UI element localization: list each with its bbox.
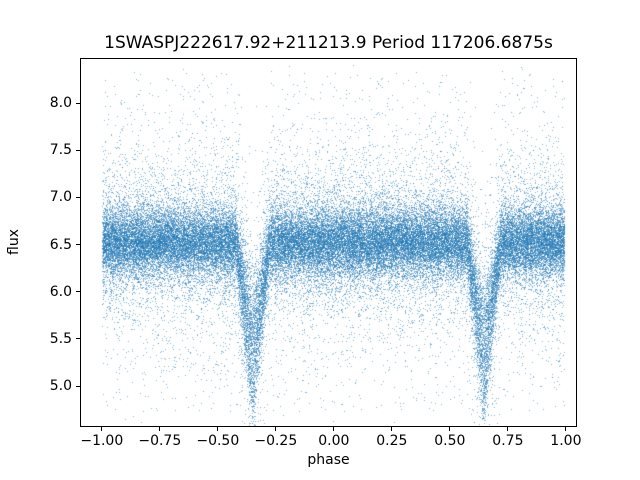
y-tick-mark (76, 291, 80, 293)
scatter-points-canvas (81, 59, 576, 426)
plot-title: 1SWASPJ222617.92+211213.9 Period 117206.… (104, 33, 553, 53)
y-tick-mark (76, 149, 80, 151)
x-tick-label: 0.50 (434, 433, 466, 449)
x-tick-label: 1.00 (550, 433, 582, 449)
y-tick-label: 7.5 (49, 142, 72, 159)
x-tick-label: −0.25 (254, 433, 298, 449)
x-axis-label: phase (307, 452, 350, 468)
x-tick-label: 0.75 (492, 433, 524, 449)
x-tick-mark (333, 427, 335, 431)
y-tick-label: 5.5 (49, 330, 72, 347)
x-tick-mark (217, 427, 219, 431)
axes-frame (80, 58, 577, 427)
y-tick-mark (76, 102, 80, 104)
y-tick-label: 7.0 (49, 189, 72, 206)
x-tick-mark (449, 427, 451, 431)
x-tick-label: 0.25 (376, 433, 408, 449)
y-tick-label: 6.0 (49, 283, 72, 300)
x-tick-label: −0.75 (138, 433, 182, 449)
x-tick-mark (507, 427, 509, 431)
y-tick-label: 5.0 (49, 378, 72, 395)
x-tick-label: −1.00 (80, 433, 124, 449)
y-tick-label: 8.0 (49, 95, 72, 112)
y-tick-mark (76, 196, 80, 198)
x-tick-mark (391, 427, 393, 431)
x-tick-label: −0.50 (196, 433, 240, 449)
y-tick-mark (76, 244, 80, 246)
y-tick-mark (76, 338, 80, 340)
x-tick-label: 0.00 (318, 433, 350, 449)
y-axis-label: flux (6, 229, 22, 255)
y-tick-label: 6.5 (49, 236, 72, 253)
x-tick-mark (565, 427, 567, 431)
x-tick-mark (159, 427, 161, 431)
x-tick-mark (275, 427, 277, 431)
y-tick-mark (76, 385, 80, 387)
x-tick-mark (101, 427, 103, 431)
